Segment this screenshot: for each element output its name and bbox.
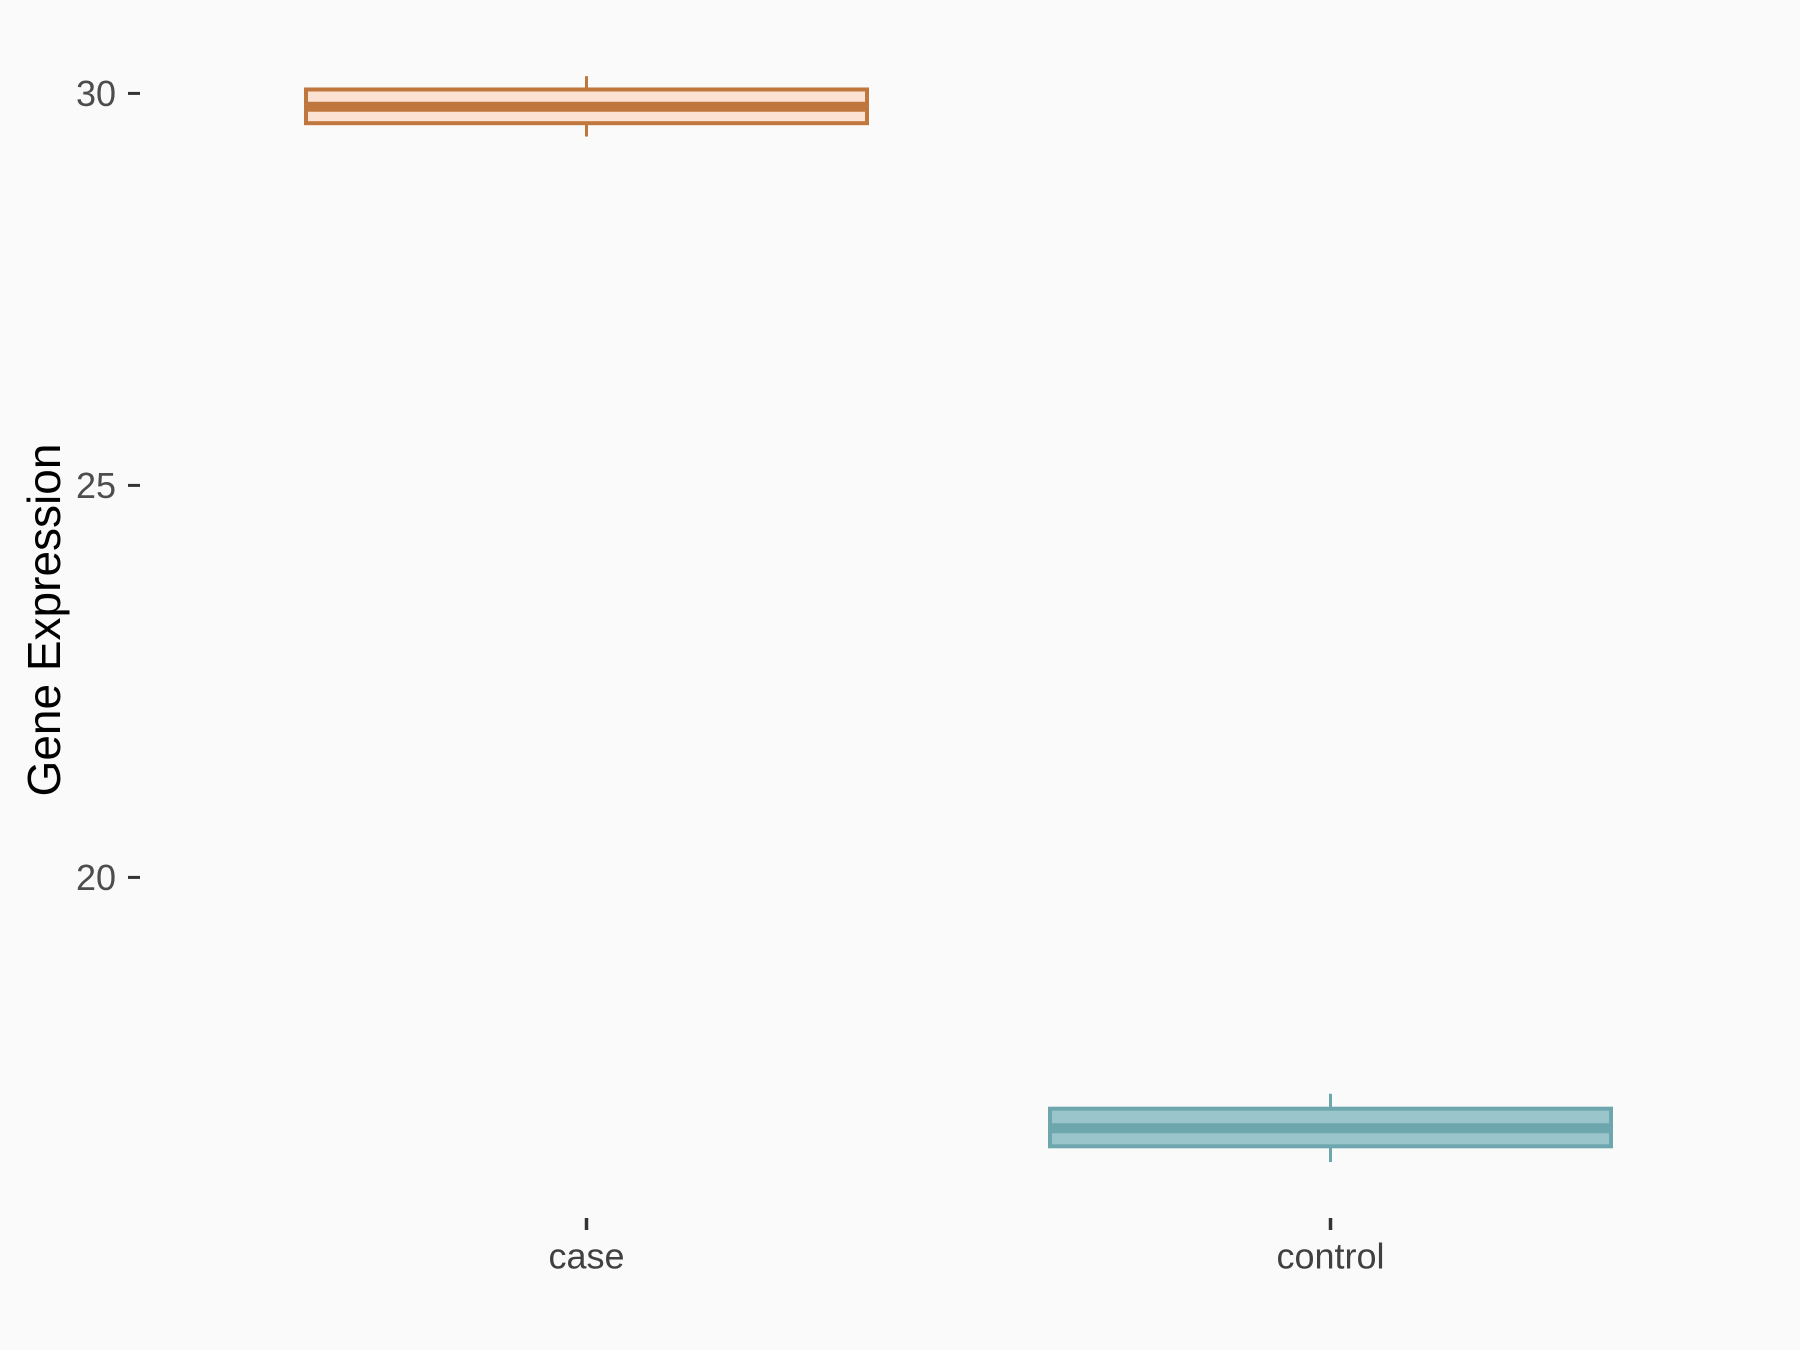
y-tick-label: 20 xyxy=(76,857,116,898)
y-axis-title: Gene Expression xyxy=(18,444,70,797)
y-tick-label: 25 xyxy=(76,465,116,506)
plot-layer: 20 25 30 case control xyxy=(76,73,1613,1277)
x-category-label-case: case xyxy=(548,1236,624,1277)
x-category-label-control: control xyxy=(1276,1236,1384,1277)
y-tick-label: 30 xyxy=(76,73,116,114)
